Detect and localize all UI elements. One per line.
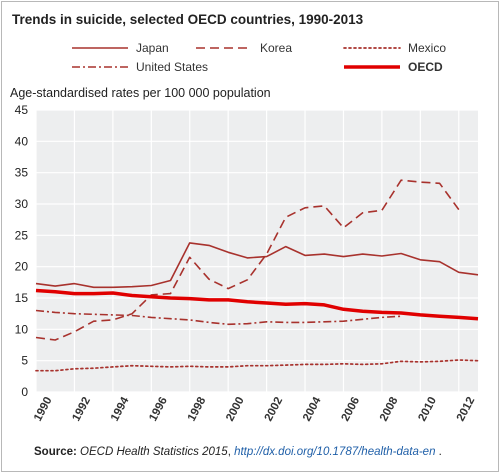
x-tick-label: 2004	[301, 395, 324, 424]
x-tick-label: 1992	[70, 395, 93, 423]
series-line-japan	[35, 242, 479, 289]
series-line-mexico	[35, 359, 479, 372]
x-axis-ticks: 1990 1992 1994 1996 1998 2000 2002 2004 2006 2008…	[32, 395, 477, 424]
source-link[interactable]: http://dx.doi.org/10.1787/health-data-en	[234, 446, 436, 458]
series-line-oecd	[35, 288, 479, 321]
series-lines	[35, 179, 479, 372]
y-axis-label: Age-standardised rates per 100 000 popul…	[10, 86, 271, 100]
legend-label: United States	[136, 60, 208, 74]
source-end: .	[435, 446, 442, 458]
y-tick-label: 35	[15, 166, 29, 180]
x-tick-label: 2010	[416, 395, 439, 423]
x-tick-label: 2000	[224, 395, 247, 423]
y-tick-label: 40	[15, 134, 29, 148]
grid-lines	[35, 109, 478, 393]
y-tick-label: 20	[15, 260, 29, 274]
x-tick-label: 1990	[32, 395, 55, 423]
x-tick-label: 1996	[147, 395, 170, 423]
legend-label: Korea	[260, 41, 292, 55]
source-publication: OECD Health Statistics 2015	[80, 446, 228, 458]
x-tick-label: 2012	[455, 395, 478, 423]
y-axis-ticks: 0 5 10 15 20 25 30 35 40 45	[15, 103, 29, 399]
legend: Japan Korea Mexico United States OECD	[72, 41, 446, 74]
x-tick-label: 2002	[263, 395, 286, 423]
legend-label: Mexico	[408, 41, 446, 55]
legend-label: Japan	[136, 41, 169, 55]
chart-title: Trends in suicide, selected OECD countri…	[12, 12, 364, 27]
y-tick-label: 15	[15, 291, 29, 305]
series-line-united-states	[35, 309, 402, 326]
plot-area	[36, 110, 478, 392]
y-tick-label: 0	[21, 385, 28, 399]
source-separator: ,	[227, 446, 235, 458]
x-tick-label: 2006	[340, 395, 363, 423]
x-tick-label: 1998	[186, 395, 209, 424]
y-tick-label: 10	[15, 322, 29, 336]
x-tick-label: 1994	[109, 395, 132, 424]
source-note: Source: OECD Health Statistics 2015, htt…	[34, 446, 442, 458]
series-line-korea	[35, 179, 460, 341]
legend-label: OECD	[408, 60, 443, 74]
y-tick-label: 45	[15, 103, 29, 117]
y-tick-label: 5	[21, 354, 28, 368]
source-label: Source:	[34, 446, 77, 458]
y-tick-label: 30	[15, 197, 29, 211]
x-tick-label: 2008	[378, 395, 401, 424]
y-tick-label: 25	[15, 228, 29, 242]
